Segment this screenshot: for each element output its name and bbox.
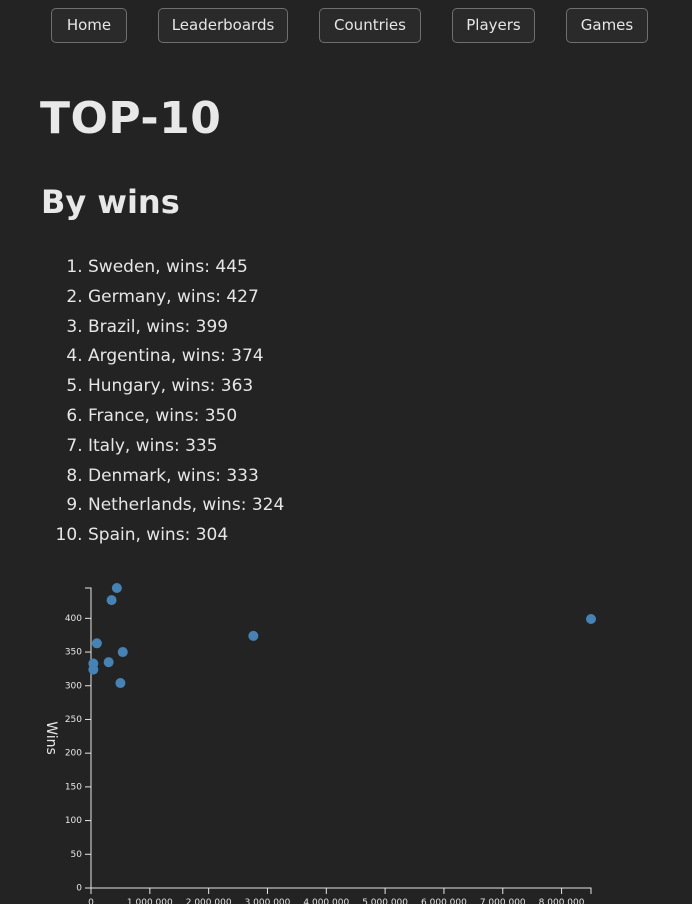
ranking-item: Germany, wins: 427 <box>88 283 284 313</box>
data-point <box>111 583 122 593</box>
ranking-item: Brazil, wins: 399 <box>88 313 284 343</box>
y-tick-label: 100 <box>65 816 82 826</box>
y-tick-label: 350 <box>65 648 82 658</box>
ranking-item: Denmark, wins: 333 <box>88 462 284 492</box>
y-tick-label: 250 <box>65 715 82 725</box>
y-tick-label: 300 <box>65 681 82 691</box>
x-tick-label: 7 000 000 <box>480 898 526 904</box>
ranking-list: Sweden, wins: 445 Germany, wins: 427 Bra… <box>0 253 284 551</box>
x-tick-label: 2 000 000 <box>186 898 232 904</box>
y-axis-label: Wins <box>43 721 59 755</box>
nav-leaderboards-button[interactable]: Leaderboards <box>158 8 288 43</box>
data-point <box>106 595 117 606</box>
y-axis-line <box>85 587 92 889</box>
ranking-item: Hungary, wins: 363 <box>88 372 284 402</box>
y-tick-label: 150 <box>65 782 82 792</box>
page-title: TOP-10 <box>40 93 222 144</box>
data-point <box>103 657 114 668</box>
ranking-item: France, wins: 350 <box>88 402 284 432</box>
data-point <box>88 664 99 675</box>
x-tick-label: 3 000 000 <box>245 898 291 904</box>
x-tick-label: 8 000 000 <box>539 898 585 904</box>
ranking-item: Netherlands, wins: 324 <box>88 491 284 521</box>
data-point <box>586 614 596 625</box>
ranking-item: Argentina, wins: 374 <box>88 342 284 372</box>
section-subtitle: By wins <box>41 183 180 221</box>
data-point <box>91 638 102 649</box>
wins-scatter-chart: 0 50 100 150 200 250 300 350 400 0 1 000 000 2 000 … <box>43 583 596 904</box>
nav-players-button[interactable]: Players <box>452 8 535 43</box>
ranking-item: Spain, wins: 304 <box>88 521 284 551</box>
x-tick-label: 1 000 000 <box>127 898 173 904</box>
y-tick-label: 50 <box>71 850 83 860</box>
nav-home-button[interactable]: Home <box>51 8 127 43</box>
x-tick-label: 4 000 000 <box>303 898 349 904</box>
top-navigation: Home Leaderboards Countries Players Game… <box>0 8 692 46</box>
nav-games-button[interactable]: Games <box>566 8 648 43</box>
x-tick-label: 0 <box>88 898 94 904</box>
nav-countries-button[interactable]: Countries <box>319 8 421 43</box>
y-tick-label: 0 <box>76 884 82 894</box>
x-tick-label: 6 000 000 <box>421 898 467 904</box>
x-axis-line <box>90 887 592 894</box>
x-tick-label: 5 000 000 <box>362 898 408 904</box>
y-tick-label: 400 <box>65 614 82 624</box>
data-point <box>248 630 259 641</box>
y-tick-label: 200 <box>65 749 82 759</box>
ranking-item: Italy, wins: 335 <box>88 432 284 462</box>
data-point <box>115 678 126 689</box>
ranking-item: Sweden, wins: 445 <box>88 253 284 283</box>
data-point <box>117 647 128 658</box>
